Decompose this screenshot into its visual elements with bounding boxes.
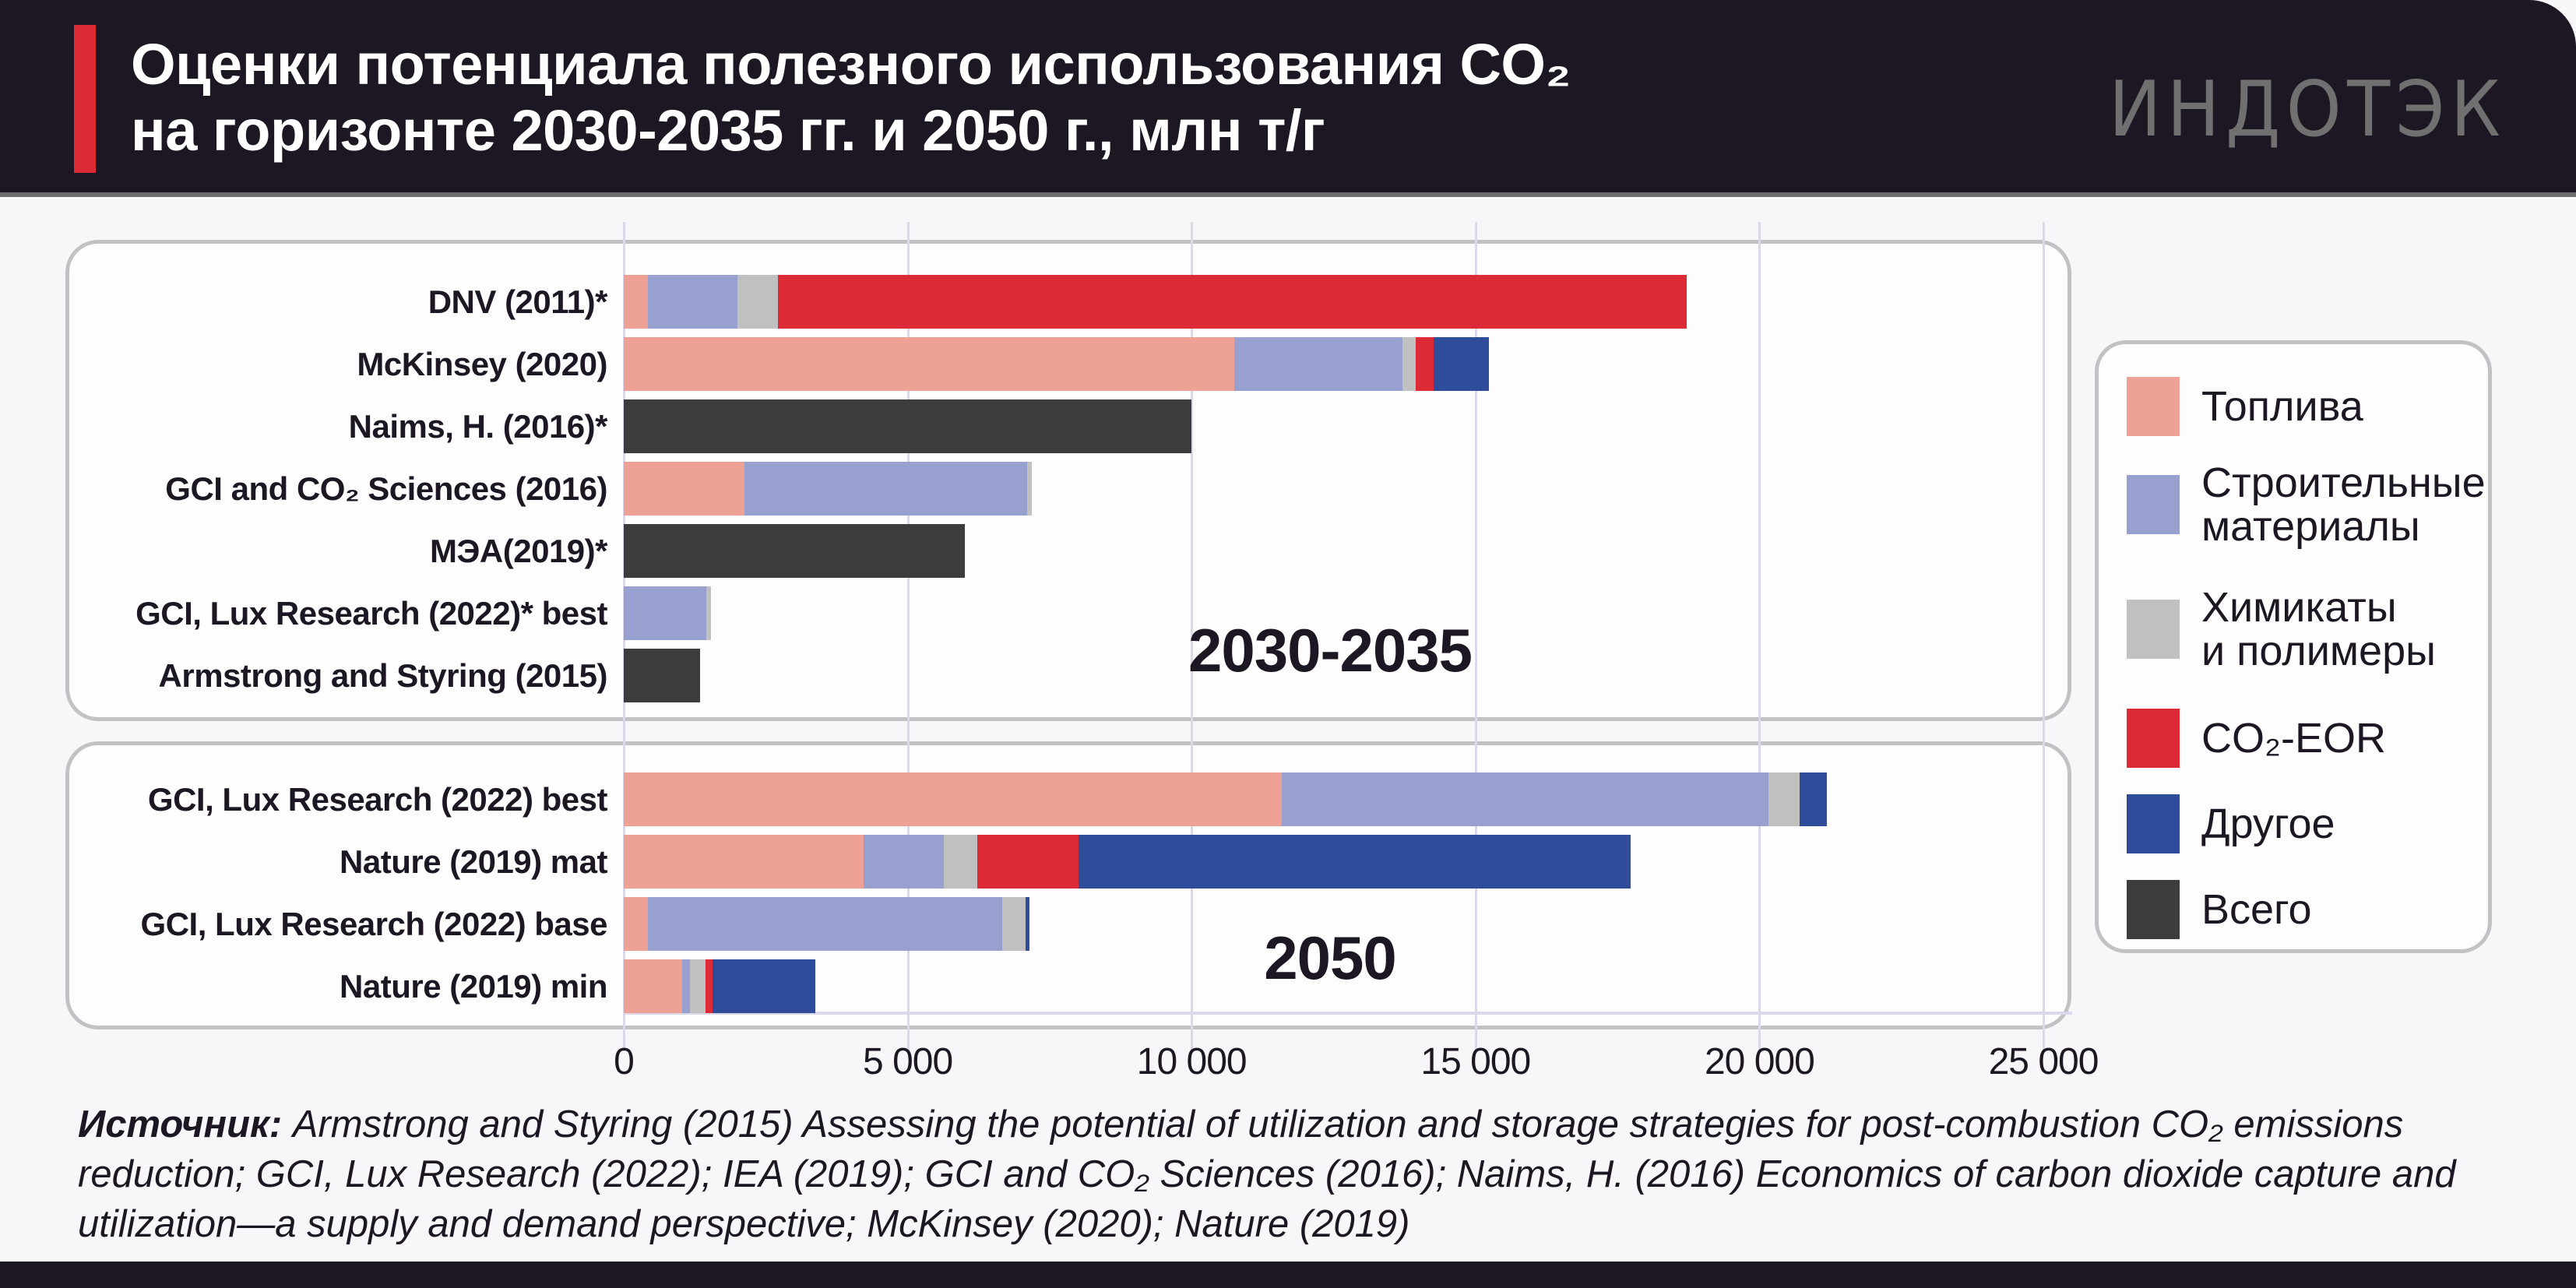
legend-swatch — [2127, 880, 2180, 939]
bar-segment-fuel — [624, 959, 683, 1013]
bar-segment-total — [624, 649, 701, 702]
gridline — [1758, 222, 1761, 1051]
bar-segment-build — [1233, 337, 1402, 391]
bar-segment-fuel — [624, 275, 648, 329]
x-tick-label: 15 000 — [1420, 1041, 1531, 1082]
bar-segment-build — [648, 897, 1003, 951]
legend-item-fuel: Топлива — [2127, 377, 2363, 436]
bar-segment-other — [712, 959, 815, 1013]
x-tick-label: 10 000 — [1136, 1041, 1248, 1082]
legend-item-eor: CO₂-EOR — [2127, 709, 2386, 768]
bar-segment-fuel — [624, 337, 1234, 391]
row-label: GCI, Lux Research (2022) best — [147, 781, 608, 818]
row-label: Naims, H. (2016)* — [348, 408, 608, 445]
legend-label-line: Строительные — [2201, 459, 2486, 506]
bar-segment-eor — [706, 959, 713, 1013]
bar-segment-build — [682, 959, 690, 1013]
bar-segment-eor — [1415, 337, 1434, 391]
legend-label: Всего — [2201, 886, 2312, 933]
row-label: GCI, Lux Research (2022) base — [140, 906, 608, 942]
bar-segment-chem — [944, 835, 977, 889]
legend-swatch — [2127, 709, 2180, 768]
row-label: МЭА(2019)* — [430, 533, 607, 569]
bar-segment-fuel — [624, 897, 649, 951]
accent-bar — [74, 25, 96, 173]
legend-label-line: Химикаты — [2201, 584, 2397, 631]
legend-label-line: и полимеры — [2201, 628, 2436, 674]
bar-segment-fuel — [624, 462, 744, 516]
x-tick-label: 0 — [614, 1041, 635, 1082]
bar-segment-other — [1433, 337, 1489, 391]
bar-segment-fuel — [624, 772, 1283, 826]
legend-swatch — [2127, 475, 2180, 534]
legend-label: Химикаты и полимеры — [2201, 586, 2436, 673]
gridline — [2043, 222, 2045, 1051]
source-text: Armstrong and Styring (2015) Assessing t… — [78, 1103, 2456, 1245]
legend-swatch — [2127, 600, 2180, 659]
bar-segment-fuel — [624, 835, 864, 889]
header: Оценки потенциала полезного использовани… — [0, 0, 2576, 197]
legend-item-other: Другое — [2127, 794, 2335, 853]
legend-item-chem: Химикаты и полимеры — [2127, 586, 2436, 673]
bar-segment-chem — [737, 275, 779, 329]
legend-label: Топлива — [2201, 383, 2363, 430]
gridline — [906, 222, 910, 1051]
bar-segment-other — [1079, 835, 1631, 889]
row-label: DNV (2011)* — [428, 283, 608, 320]
legend-label: Другое — [2201, 801, 2335, 847]
bar-segment-build — [864, 835, 945, 889]
bar-segment-eor — [778, 275, 1687, 329]
bar-segment-chem — [1002, 897, 1026, 951]
bar-segment-other — [1025, 897, 1030, 951]
bar-segment-other — [1800, 772, 1828, 826]
source-note: Источник: Armstrong and Styring (2015) A… — [78, 1100, 2531, 1249]
bar-segment-build — [624, 586, 706, 640]
bar-segment-chem — [1768, 772, 1800, 826]
bar-segment-chem — [706, 586, 711, 640]
period-label: 2030-2035 — [1188, 616, 1473, 684]
title-line-2: на горизонте 2030-2035 гг. и 2050 г., мл… — [131, 98, 1325, 163]
bar-segment-build — [647, 275, 737, 329]
source-label: Источник: — [78, 1103, 283, 1145]
logo: ИНДОТЭК — [2109, 65, 2507, 154]
bar-segment-chem — [689, 959, 706, 1013]
bar-segment-total — [624, 399, 1192, 453]
legend-label: Строительные материалы — [2201, 461, 2486, 548]
legend-label-line: материалы — [2201, 503, 2420, 550]
row-label: Nature (2019) min — [340, 968, 607, 1005]
gridline — [1191, 222, 1194, 1051]
bar-segment-build — [744, 462, 1028, 516]
bar-segment-chem — [1027, 462, 1033, 516]
title-line-1: Оценки потенциала полезного использовани… — [131, 32, 1571, 97]
row-label: Armstrong and Styring (2015) — [158, 657, 608, 694]
x-tick-label: 20 000 — [1704, 1041, 1815, 1082]
legend-swatch — [2127, 377, 2180, 436]
x-axis-line — [624, 1012, 2072, 1015]
legend-label: CO₂-EOR — [2201, 715, 2386, 762]
x-tick-label: 5 000 — [863, 1041, 953, 1082]
legend-item-total: Всего — [2127, 880, 2312, 939]
legend-item-build: Строительные материалы — [2127, 461, 2486, 548]
footer-bar — [0, 1262, 2576, 1288]
row-label: McKinsey (2020) — [357, 346, 607, 382]
bar-segment-build — [1282, 772, 1769, 826]
bar-segment-chem — [1402, 337, 1416, 391]
gridline — [1474, 222, 1477, 1051]
row-label: Nature (2019) mat — [340, 843, 607, 880]
row-label: GCI, Lux Research (2022)* best — [135, 595, 607, 632]
bar-segment-eor — [977, 835, 1079, 889]
legend-swatch — [2127, 794, 2180, 853]
legend: Топлива Строительные материалы Химикаты и по… — [2095, 340, 2492, 953]
period-label: 2050 — [1264, 924, 1397, 992]
x-tick-label: 25 000 — [1988, 1041, 2099, 1082]
bar-segment-total — [624, 524, 965, 578]
row-label: GCI and CO₂ Sciences (2016) — [165, 470, 607, 507]
